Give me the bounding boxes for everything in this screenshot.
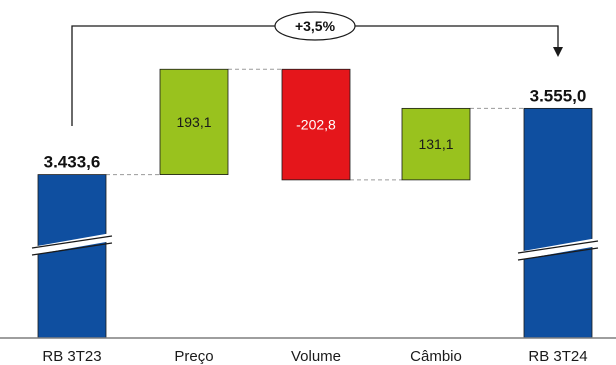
- connector-lines: [106, 68, 524, 181]
- bar-volume: [281, 68, 351, 181]
- category-label: RB 3T23: [42, 348, 101, 365]
- category-label: Preço: [174, 348, 213, 365]
- change-bracket: +3,5%: [71, 11, 563, 126]
- value-labels: 3.433,6 193,1 -202,8 131,1 3.555,0: [44, 86, 587, 171]
- change-badge: [274, 11, 356, 41]
- axis-break-marks: [30, 233, 599, 261]
- bars: [37, 68, 593, 339]
- value-label: -202,8: [296, 117, 336, 133]
- bar-c-mbio: [401, 107, 471, 181]
- value-label: 193,1: [176, 114, 211, 130]
- axis-break-mark: [30, 233, 113, 256]
- category-label: Volume: [291, 348, 341, 365]
- category-label: Câmbio: [410, 348, 462, 365]
- category-labels: RB 3T23 Preço Volume Câmbio RB 3T24: [42, 348, 587, 365]
- bar-rb-3t24: [523, 107, 593, 339]
- bar-rb-3t23: [37, 174, 107, 339]
- change-annotation: +3,5%: [295, 18, 336, 34]
- arrow-down-icon: [553, 47, 563, 57]
- value-label: 3.433,6: [44, 153, 101, 172]
- category-label: RB 3T24: [528, 348, 587, 365]
- axis-break-mark: [516, 238, 599, 261]
- value-label: 3.555,0: [530, 86, 587, 105]
- value-label: 131,1: [418, 136, 453, 152]
- bar-pre-o: [159, 68, 229, 175]
